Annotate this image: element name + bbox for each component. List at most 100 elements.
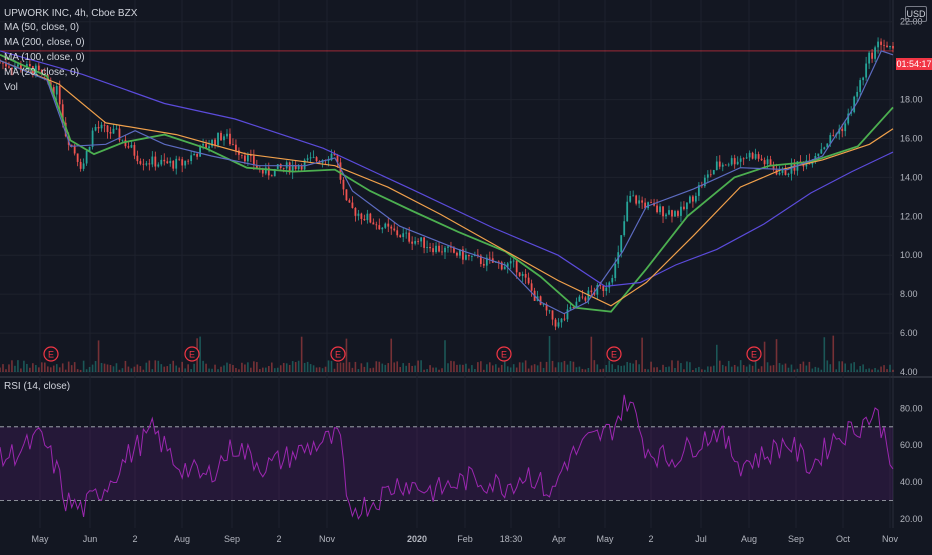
candle-body bbox=[683, 206, 685, 210]
candle-body bbox=[614, 263, 617, 279]
candle-body bbox=[886, 45, 888, 48]
indicator-ma50-label[interactable]: MA (50, close, 0) bbox=[4, 22, 80, 33]
candle-body bbox=[736, 161, 739, 165]
volume-bar bbox=[396, 361, 399, 372]
indicator-ma20-label[interactable]: MA (20, close, 0) bbox=[4, 67, 80, 78]
candle-body bbox=[874, 47, 876, 59]
volume-bar bbox=[668, 366, 670, 372]
volume-bars bbox=[0, 335, 894, 372]
volume-bar bbox=[721, 364, 724, 372]
earnings-marker bbox=[330, 346, 346, 362]
candle-body bbox=[306, 158, 309, 160]
volume-bar bbox=[369, 368, 372, 372]
candle-body bbox=[118, 128, 121, 141]
candle-body bbox=[166, 161, 169, 164]
candle-body bbox=[730, 158, 733, 165]
candle-body bbox=[727, 164, 730, 166]
x-tick-label: May bbox=[596, 534, 614, 544]
candle-body bbox=[408, 232, 411, 242]
volume-bar bbox=[626, 361, 628, 372]
volume-bar bbox=[826, 360, 829, 372]
candle-body bbox=[202, 143, 204, 146]
candle-body bbox=[336, 155, 339, 163]
candle-body bbox=[205, 143, 207, 149]
volume-bar bbox=[333, 368, 336, 372]
candle-body bbox=[345, 189, 348, 201]
volume-bar bbox=[262, 367, 264, 372]
volume-bar bbox=[435, 367, 437, 372]
candle-body bbox=[599, 285, 602, 286]
volume-bar bbox=[411, 365, 413, 372]
volume-bar bbox=[748, 364, 751, 372]
candle-body bbox=[372, 222, 375, 225]
candle-body bbox=[432, 248, 434, 253]
candle-body bbox=[623, 221, 626, 236]
volume-bar bbox=[494, 364, 497, 372]
rsi-line bbox=[0, 394, 894, 520]
volume-bar bbox=[166, 366, 169, 372]
indicator-ma100-label[interactable]: MA (100, close, 0) bbox=[4, 52, 85, 63]
moving-averages bbox=[0, 50, 894, 315]
rsi-label[interactable]: RSI (14, close) bbox=[4, 381, 71, 392]
volume-bar bbox=[620, 365, 623, 372]
candle-body bbox=[626, 201, 629, 222]
candle-body bbox=[297, 165, 300, 170]
volume-bar bbox=[447, 363, 449, 372]
y-tick-label: 14.00 bbox=[900, 172, 923, 182]
candle-body bbox=[656, 205, 658, 213]
volume-bar bbox=[315, 367, 318, 372]
volume-bar bbox=[279, 365, 282, 372]
volume-bar bbox=[265, 367, 267, 372]
x-tick-label: Aug bbox=[741, 534, 757, 544]
indicator-vol-label[interactable]: Vol bbox=[4, 82, 18, 93]
candle-body bbox=[689, 196, 691, 203]
volume-bar bbox=[94, 361, 97, 372]
candle-body bbox=[578, 296, 581, 302]
currency-button[interactable]: USD bbox=[905, 6, 927, 22]
candle-body bbox=[620, 235, 623, 253]
volume-bar bbox=[241, 362, 243, 372]
volume-bar bbox=[886, 369, 888, 372]
candle-body bbox=[841, 128, 844, 132]
candle-body bbox=[545, 304, 548, 311]
rsi-tick-label: 40.00 bbox=[900, 477, 923, 487]
volume-bar bbox=[647, 369, 649, 372]
volume-bar bbox=[811, 368, 814, 372]
candle-body bbox=[444, 247, 446, 253]
volume-bar bbox=[730, 366, 733, 372]
candle-body bbox=[52, 87, 55, 95]
candle-body bbox=[497, 261, 500, 263]
candle-body bbox=[282, 167, 285, 169]
candle-body bbox=[399, 235, 402, 238]
candle-body bbox=[572, 307, 575, 308]
candle-body bbox=[294, 165, 297, 170]
candle-body bbox=[348, 200, 351, 203]
candle-body bbox=[157, 164, 160, 167]
candle-body bbox=[14, 66, 16, 70]
indicator-ma200-label[interactable]: MA (200, close, 0) bbox=[4, 37, 85, 48]
x-tick-label: Sep bbox=[224, 534, 240, 544]
volume-bar bbox=[17, 360, 19, 372]
volume-bar bbox=[67, 361, 70, 372]
candle-body bbox=[208, 146, 210, 149]
candle-body bbox=[671, 210, 673, 217]
candle-body bbox=[542, 304, 545, 305]
volume-bar bbox=[235, 367, 237, 372]
candle-body bbox=[327, 160, 330, 161]
volume-bar bbox=[151, 369, 154, 372]
candle-body bbox=[718, 161, 721, 167]
volume-bar bbox=[727, 360, 730, 372]
volume-bar bbox=[557, 362, 560, 372]
candle-body bbox=[467, 254, 470, 257]
volume-bar bbox=[566, 364, 569, 372]
volume-bar bbox=[674, 367, 676, 372]
volume-bar bbox=[718, 360, 721, 372]
candle-body bbox=[539, 296, 542, 305]
candle-body bbox=[712, 169, 715, 175]
volume-bar bbox=[868, 368, 870, 372]
earnings-marker-label: E bbox=[335, 350, 341, 360]
candle-body bbox=[838, 128, 841, 134]
volume-bar bbox=[497, 367, 500, 372]
